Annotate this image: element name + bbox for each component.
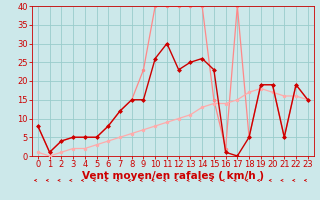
X-axis label: Vent moyen/en rafales ( km/h ): Vent moyen/en rafales ( km/h ) <box>82 171 264 181</box>
